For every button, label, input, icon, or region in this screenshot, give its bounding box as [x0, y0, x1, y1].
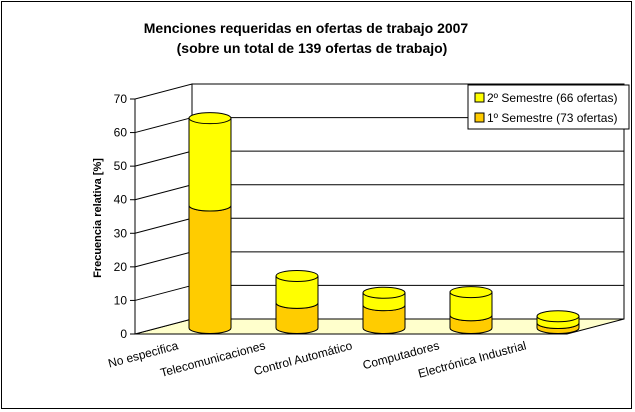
bar-top-1-3 — [449, 286, 493, 299]
bar-0-2 — [362, 304, 406, 334]
y-tick-label: 10 — [114, 293, 128, 307]
legend-swatch-semestre-2 — [474, 92, 485, 103]
y-tick-label: 40 — [114, 193, 128, 207]
bar-1-1 — [275, 275, 319, 309]
x-tick-label: Control Automático — [252, 338, 354, 378]
legend-box — [467, 84, 630, 130]
gridline-side — [134, 251, 193, 268]
y-axis-label: Frecuencia relativa [%] — [92, 158, 104, 278]
y-tick-label: 0 — [120, 327, 127, 341]
legend-label-semestre-1: 1º Semestre (73 ofertas) — [487, 111, 617, 125]
plot-walls — [134, 83, 625, 335]
bar-top-1-0 — [188, 112, 232, 125]
bar-0-1 — [275, 302, 319, 334]
bar-top-1-4 — [536, 310, 580, 323]
y-tick-label: 20 — [114, 260, 128, 274]
legend: 2º Semestre (66 ofertas) 1º Semestre (73… — [467, 84, 630, 130]
gridline-side — [134, 117, 193, 134]
y-tick-label: 70 — [114, 92, 128, 106]
bar-top-1-2 — [362, 286, 406, 299]
gridline-side — [134, 184, 193, 201]
chart-title: Menciones requeridas en ofertas de traba… — [144, 20, 469, 36]
gridline-side — [134, 217, 193, 234]
gridline-side — [134, 284, 193, 301]
bar-0-0 — [188, 204, 232, 334]
plot-side-wall — [134, 83, 193, 335]
chart-subtitle: (sobre un total de 139 ofertas de trabaj… — [177, 40, 448, 56]
bars — [188, 112, 580, 334]
gridlines — [130, 98, 624, 335]
legend-swatch-semestre-1 — [474, 112, 485, 123]
legend-label-semestre-2: 2º Semestre (66 ofertas) — [487, 91, 617, 105]
y-tick-label: 60 — [114, 126, 128, 140]
y-tick-label: 30 — [114, 226, 128, 240]
bar-top-1-1 — [275, 269, 319, 282]
bar-1-0 — [188, 117, 232, 212]
y-tick-label: 50 — [114, 159, 128, 173]
gridline-side — [134, 150, 193, 167]
y-tick-labels: 0 10 20 30 40 50 60 70 — [114, 92, 128, 341]
bar-1-3 — [449, 291, 493, 322]
